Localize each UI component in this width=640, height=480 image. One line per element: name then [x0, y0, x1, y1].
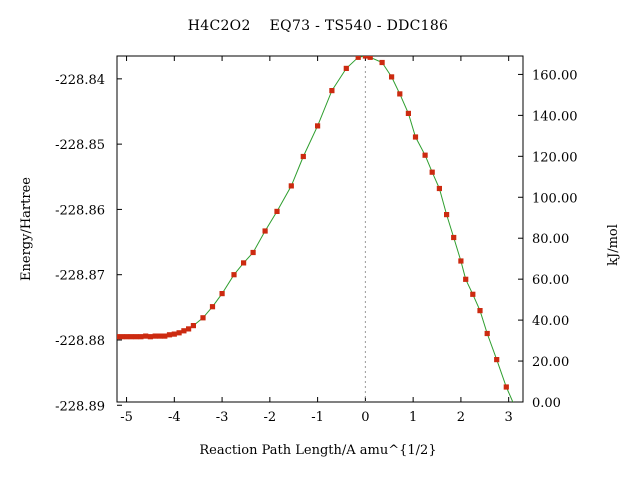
y-axis-right: 0.00 20.00 40.00 60.00 80.00 100.00 120.00 140.… [518, 68, 578, 411]
data-point [162, 333, 168, 339]
data-point [397, 91, 403, 97]
chart-title: H4C2O2 EQ73 - TS540 - DDC186 [188, 18, 449, 34]
data-point [451, 234, 457, 241]
data-point [484, 330, 490, 337]
data-point [190, 323, 196, 329]
data-point [186, 326, 192, 332]
data-point [300, 153, 306, 160]
data-point [477, 308, 483, 314]
data-point [176, 330, 182, 336]
y-tick-label: -228.84 [55, 73, 105, 88]
y-axis-label: Energy/Hartree [19, 177, 34, 281]
data-point [379, 59, 385, 66]
data-point [152, 333, 158, 339]
y-tick-label: -228.88 [55, 334, 105, 349]
data-point [315, 123, 321, 129]
data-point [262, 228, 268, 234]
x-tick-label: 1 [409, 410, 417, 425]
data-point [405, 110, 411, 116]
data-point [117, 334, 120, 340]
y2-axis-label: kJ/mol [606, 224, 621, 266]
data-point [124, 334, 130, 340]
y-tick-label: -228.87 [55, 269, 105, 284]
data-point [231, 272, 237, 278]
x-tick-label: -5 [120, 410, 133, 425]
energy-curve [117, 56, 514, 402]
y-tick-label: -228.86 [55, 203, 105, 218]
data-point [503, 384, 509, 390]
data-point [329, 88, 335, 94]
data-point [119, 334, 125, 340]
data-point [133, 334, 139, 340]
data-points [117, 56, 509, 390]
data-point [463, 276, 469, 282]
data-point [128, 334, 134, 340]
y-axis-left: -228.84 -228.85 -228.86 -228.87 -228.88 -228.… [55, 73, 122, 414]
data-point [200, 315, 206, 321]
y2-tick-label: 40.00 [532, 314, 569, 329]
y2-tick-label: 60.00 [532, 273, 569, 288]
x-tick-label: 2 [457, 410, 465, 425]
data-point [444, 212, 450, 218]
data-point [470, 291, 476, 297]
data-point [138, 334, 144, 340]
x-tick-label: -3 [216, 410, 229, 425]
y2-tick-label: 100.00 [532, 191, 578, 206]
data-point [171, 331, 177, 337]
data-point [362, 56, 368, 59]
y-tick-label: -228.89 [55, 399, 105, 414]
data-point [209, 304, 216, 310]
y2-tick-label: 0.00 [532, 396, 561, 411]
x-axis: -5 -4 -3 -2 -1 0 1 2 3 [120, 56, 513, 425]
data-point [355, 56, 361, 60]
data-point [166, 332, 173, 338]
data-point [147, 334, 153, 340]
y2-tick-label: 140.00 [532, 109, 578, 124]
data-point [436, 185, 442, 192]
x-tick-label: -2 [264, 410, 277, 425]
data-point [219, 291, 225, 297]
y2-tick-label: 80.00 [532, 232, 569, 247]
data-point [288, 183, 294, 189]
data-point [157, 333, 163, 339]
data-point [181, 328, 187, 334]
plot-frame [116, 55, 524, 403]
data-point [494, 357, 500, 363]
data-point [422, 152, 428, 158]
x-tick-label: -1 [311, 410, 324, 425]
data-point [389, 74, 395, 80]
y-tick-label: -228.85 [55, 138, 105, 153]
x-tick-label: 0 [361, 410, 369, 425]
data-point [343, 65, 349, 71]
y2-tick-label: 20.00 [532, 355, 569, 370]
data-point [143, 333, 149, 339]
y2-tick-label: 120.00 [532, 150, 578, 165]
x-tick-label: 3 [505, 410, 513, 425]
data-point [412, 134, 419, 140]
data-point [429, 169, 435, 175]
x-tick-label: -4 [168, 410, 181, 425]
data-point [241, 260, 247, 266]
data-point [367, 56, 373, 60]
x-axis-label: Reaction Path Length/A amu^{1/2} [199, 443, 436, 458]
y2-tick-label: 160.00 [532, 68, 578, 83]
data-point [458, 258, 464, 264]
data-point [250, 249, 256, 256]
data-point [274, 208, 280, 214]
